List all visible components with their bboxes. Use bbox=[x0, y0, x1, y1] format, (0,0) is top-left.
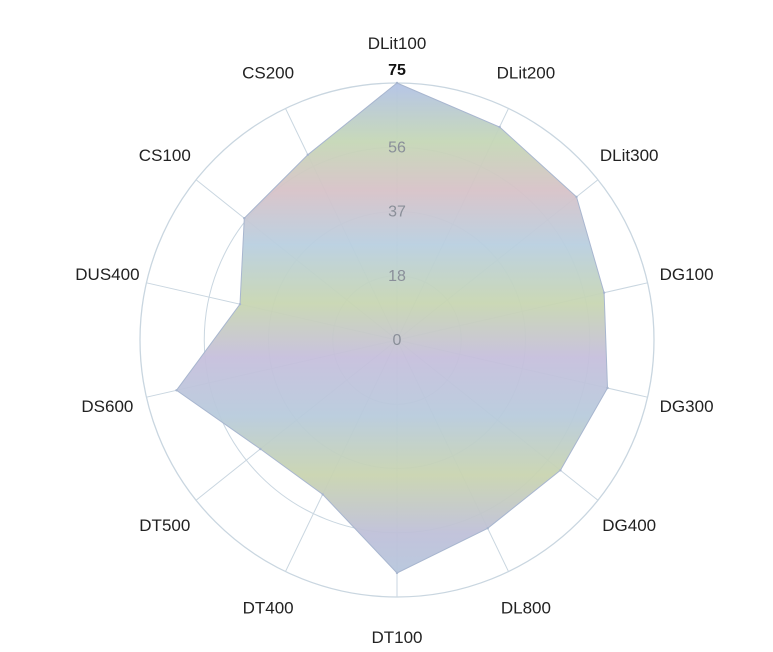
axis-label-DL800: DL800 bbox=[501, 599, 551, 618]
data-point-CS100 bbox=[243, 217, 246, 220]
data-point-DG400 bbox=[559, 469, 562, 472]
data-point-DT400 bbox=[321, 493, 324, 496]
axis-label-DS600: DS600 bbox=[81, 397, 133, 416]
data-point-DT500 bbox=[259, 447, 262, 451]
axis-label-DLit100: DLit100 bbox=[368, 34, 427, 53]
data-point-DLit200 bbox=[498, 125, 501, 129]
radar-area-group bbox=[175, 81, 609, 575]
data-point-DLit300 bbox=[575, 195, 578, 199]
data-point-CS200 bbox=[306, 153, 309, 156]
data-point-DS600 bbox=[175, 389, 178, 392]
radial-tick-18: 18 bbox=[388, 268, 406, 285]
axis-label-DT500: DT500 bbox=[139, 516, 190, 535]
radial-tick-37: 37 bbox=[388, 204, 406, 221]
axis-label-DG400: DG400 bbox=[602, 516, 656, 535]
series-area bbox=[175, 82, 609, 574]
axis-label-DLit300: DLit300 bbox=[600, 146, 659, 165]
data-point-DG300 bbox=[606, 386, 609, 390]
data-point-DLit100 bbox=[395, 81, 399, 85]
axis-label-CS100: CS100 bbox=[139, 146, 191, 165]
data-point-DG100 bbox=[602, 291, 606, 294]
axis-label-DT100: DT100 bbox=[371, 628, 422, 647]
data-point-DL800 bbox=[486, 527, 489, 530]
data-point-DUS400 bbox=[238, 303, 242, 306]
axis-label-DUS400: DUS400 bbox=[75, 265, 139, 284]
axis-label-DLit200: DLit200 bbox=[497, 63, 556, 82]
axis-label-DG300: DG300 bbox=[660, 397, 714, 416]
axis-label-DG100: DG100 bbox=[660, 265, 714, 284]
center-label: 0 bbox=[393, 332, 402, 349]
radial-tick-labels: 0 18 37 56 75 bbox=[388, 62, 406, 349]
axis-labels: DLit100 DLit200 DLit300 DG100 DG300 DG400 DL80… bbox=[75, 34, 713, 647]
radial-tick-75: 75 bbox=[388, 62, 406, 79]
axis-label-CS200: CS200 bbox=[242, 63, 294, 82]
data-point-DT100 bbox=[395, 571, 399, 575]
axis-label-DT400: DT400 bbox=[243, 599, 294, 618]
radial-tick-56: 56 bbox=[388, 139, 406, 156]
